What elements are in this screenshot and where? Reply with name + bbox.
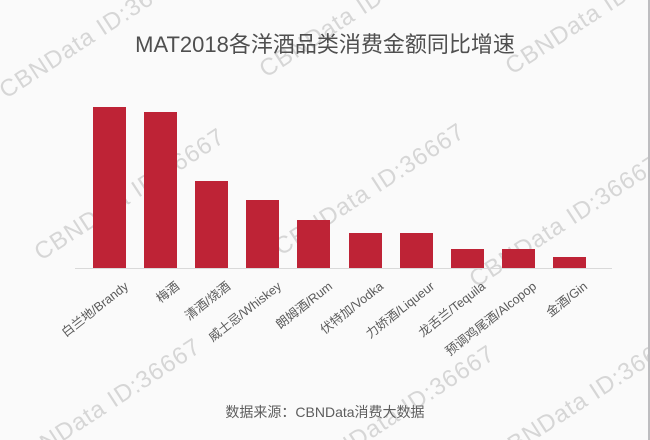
bar [502, 249, 535, 268]
bar [451, 249, 484, 268]
bar [349, 233, 382, 268]
bar [553, 257, 586, 268]
data-source-note: 数据来源：CBNData消费大数据 [225, 404, 425, 420]
bar [195, 181, 228, 268]
x-axis-line [75, 268, 612, 269]
bar [400, 233, 433, 268]
bar [144, 112, 177, 268]
chart-title: MAT2018各洋酒品类消费金额同比增速 [135, 32, 515, 57]
image-right-edge [648, 0, 650, 440]
bar [246, 200, 279, 268]
bar [93, 107, 126, 268]
bar [297, 220, 330, 268]
